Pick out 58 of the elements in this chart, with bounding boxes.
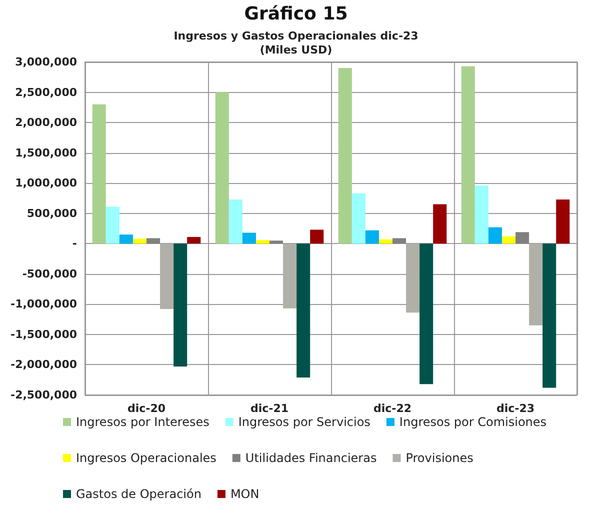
bar — [556, 199, 570, 244]
bar — [242, 232, 256, 244]
legend-label: Utilidades Financieras — [245, 451, 377, 465]
bar — [270, 240, 284, 244]
bar — [160, 244, 174, 310]
bar — [256, 240, 270, 244]
chart-title: Gráfico 15 — [244, 4, 348, 24]
legend-label: Gastos de Operación — [76, 487, 202, 501]
bar — [92, 104, 106, 244]
y-tick-label: -2,000,000 — [10, 358, 78, 372]
bar — [542, 244, 556, 388]
legend-label: Ingresos Operacionales — [76, 451, 216, 465]
bar — [296, 244, 310, 378]
x-tick-label: dic-20 — [127, 402, 166, 415]
bar — [488, 227, 502, 244]
y-tick-label: -1,000,000 — [10, 298, 78, 311]
bar — [119, 234, 133, 244]
bar — [187, 236, 201, 244]
bar — [283, 244, 297, 308]
bar — [433, 204, 447, 244]
bar — [338, 68, 352, 244]
bar — [132, 238, 146, 244]
y-tick-label: - — [72, 237, 77, 250]
legend-label: Provisiones — [406, 451, 474, 465]
legend-label: Ingresos por Servicios — [238, 415, 370, 429]
bar — [461, 66, 475, 244]
y-tick-label: 500,000 — [26, 206, 78, 220]
y-tick-label: 2,500,000 — [15, 86, 78, 99]
bar — [406, 244, 420, 313]
chart-subtitle: Ingresos y Gastos Operacionales dic-23 (Miles USD) — [174, 30, 418, 56]
y-tick-label: -1,500,000 — [10, 328, 78, 341]
bar — [420, 244, 434, 384]
y-tick-label: 2,000,000 — [15, 116, 78, 130]
bar — [502, 236, 516, 244]
y-tick-label: -2,500,000 — [10, 388, 78, 402]
bar — [146, 238, 160, 244]
y-tick-label: 1,500,000 — [15, 146, 78, 160]
y-tick-label: 1,000,000 — [15, 176, 78, 190]
bar — [365, 230, 379, 244]
bar — [529, 244, 543, 326]
bar — [352, 193, 366, 244]
bar — [474, 186, 488, 244]
bar — [378, 239, 392, 244]
x-tick-label: dic-21 — [250, 402, 289, 415]
bar — [392, 238, 406, 244]
legend-label: MON — [230, 487, 260, 501]
bar — [310, 230, 324, 244]
bar — [516, 232, 530, 244]
bar — [215, 92, 229, 244]
y-tick-label: -500,000 — [22, 267, 78, 280]
bar — [174, 244, 188, 367]
y-tick-label: 3,000,000 — [15, 56, 78, 68]
bar — [106, 206, 120, 244]
x-tick-label: dic-23 — [496, 402, 535, 415]
bar — [228, 199, 242, 244]
x-tick-label: dic-22 — [373, 402, 412, 415]
legend-label: Ingresos por Intereses — [76, 415, 210, 429]
legend-label: Ingresos por Comisiones — [399, 415, 547, 429]
